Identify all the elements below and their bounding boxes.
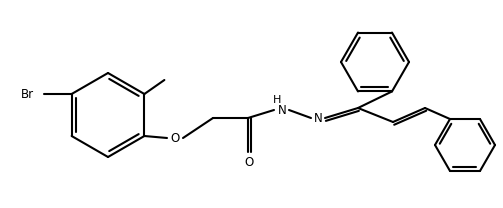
Text: N: N bbox=[278, 104, 286, 116]
Text: N: N bbox=[314, 111, 322, 125]
Text: H: H bbox=[273, 95, 281, 105]
Text: O: O bbox=[244, 156, 254, 168]
Text: O: O bbox=[171, 131, 180, 145]
Text: Br: Br bbox=[21, 88, 34, 100]
